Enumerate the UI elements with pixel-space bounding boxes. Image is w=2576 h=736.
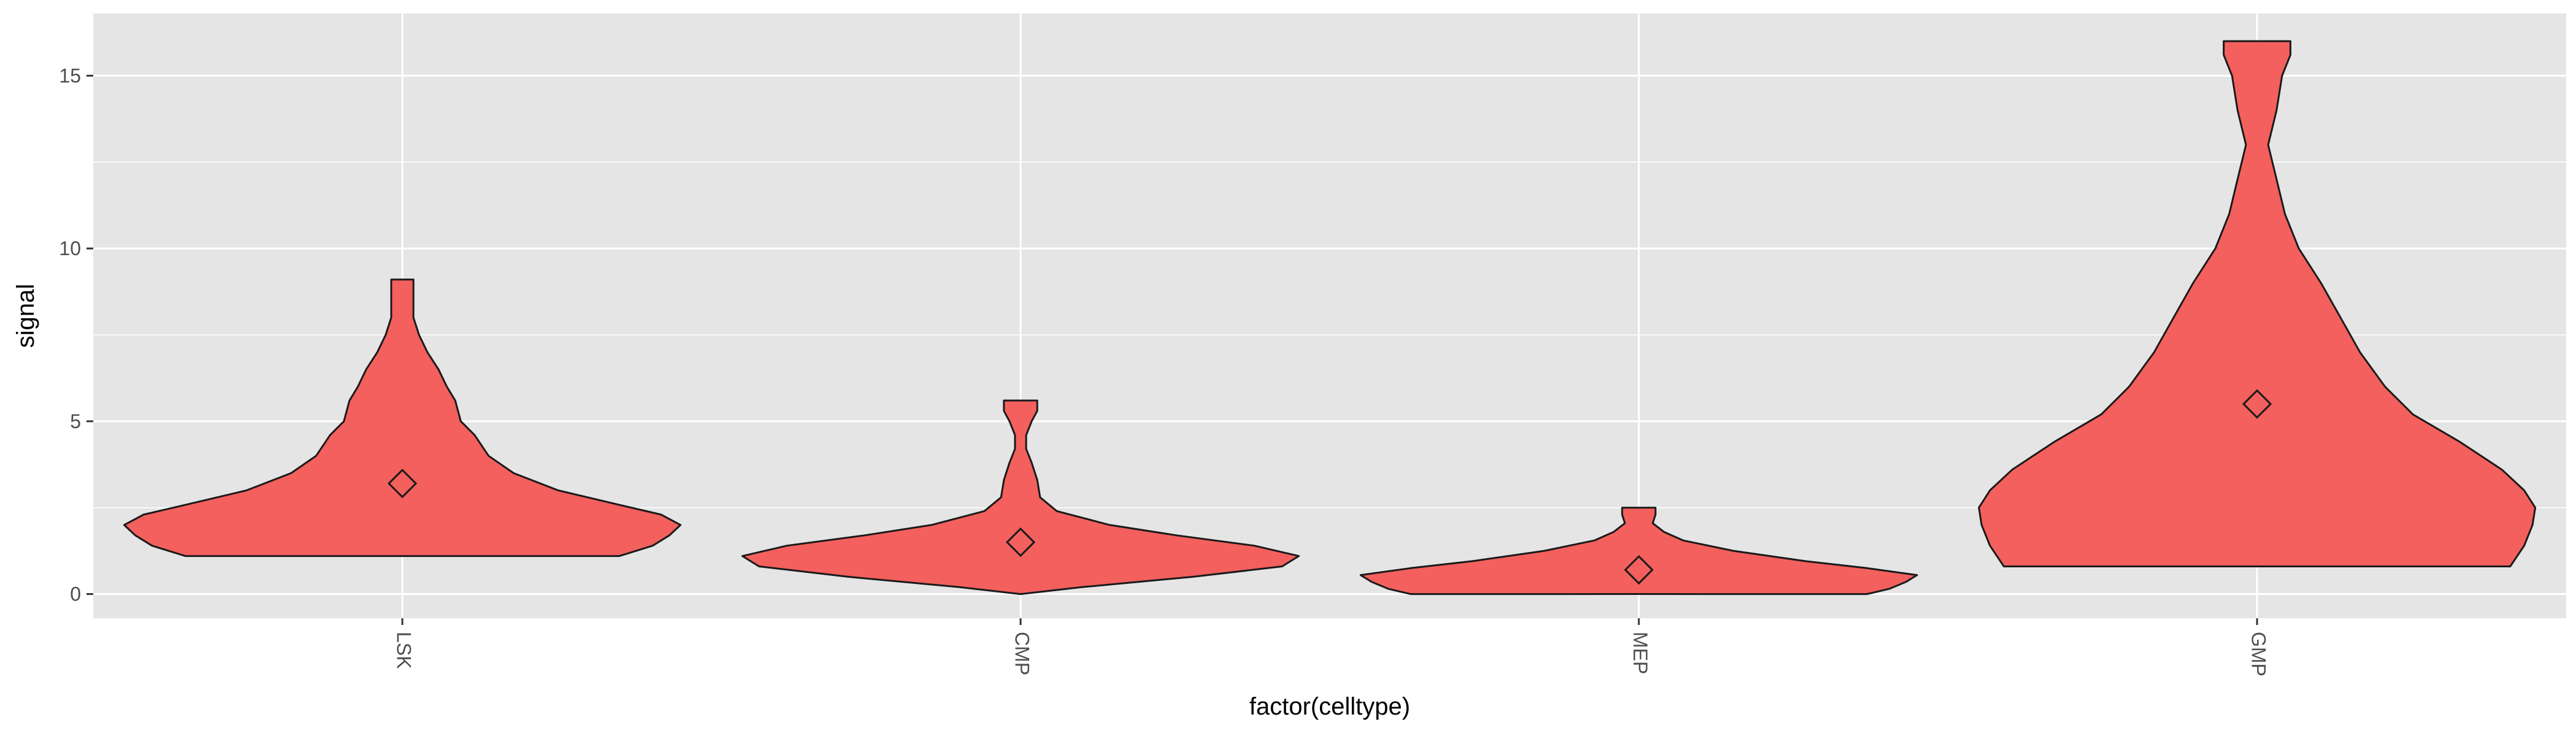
violin-gmp <box>1977 40 2537 567</box>
y-tick-label: 5 <box>70 410 81 432</box>
y-axis-title: signal <box>12 284 39 348</box>
x-tick-label-cmp: CMP <box>1011 632 1033 675</box>
y-axis: 0 5 10 15 <box>59 64 93 605</box>
mean-marker-mep <box>1623 554 1654 585</box>
mean-marker-gmp <box>2242 389 2272 419</box>
mean-marker-lsk <box>387 469 418 499</box>
x-tick-label-lsk: LSK <box>393 632 415 669</box>
mean-marker-cmp <box>1005 527 1036 558</box>
y-tick-label: 10 <box>59 237 81 259</box>
violin-cmp <box>741 399 1300 596</box>
violin-lsk <box>123 278 682 558</box>
x-axis: LSK CMP MEP GMP <box>393 618 2270 677</box>
x-tick-label-gmp: GMP <box>2248 632 2270 677</box>
x-tick-label-mep: MEP <box>1630 632 1652 674</box>
y-tick-label: 0 <box>70 583 81 605</box>
mean-markers <box>387 389 2272 585</box>
violins <box>123 40 2537 596</box>
violin-mep <box>1359 507 1919 596</box>
y-tick-label: 15 <box>59 64 81 86</box>
x-axis-title: factor(celltype) <box>1249 693 1410 720</box>
